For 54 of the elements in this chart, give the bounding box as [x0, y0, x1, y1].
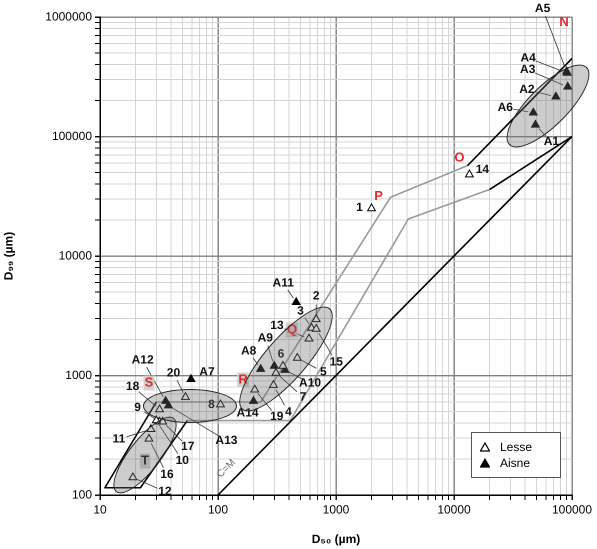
annotation: A13	[215, 432, 238, 447]
annotation: 3	[297, 303, 304, 318]
annotation: 6	[278, 346, 285, 360]
y-axis-title: D₉₉ (µm)	[2, 232, 16, 280]
annotation: 12	[158, 484, 172, 498]
annotation: A3	[520, 62, 536, 76]
y-tick-label: 100000	[52, 128, 92, 143]
annotation: R	[238, 372, 248, 387]
annotation: 18	[126, 378, 140, 393]
annotation: A8	[241, 343, 257, 358]
annotation: A4	[520, 50, 536, 64]
annotation: 9	[134, 400, 142, 414]
annotation: 10	[176, 452, 190, 467]
annotation: O	[454, 149, 465, 164]
annotation: 19	[270, 409, 284, 424]
annotation: A1	[544, 134, 560, 148]
x-tick-label: 100000	[552, 502, 592, 517]
annotation: 5	[320, 364, 327, 378]
annotation: A12	[132, 352, 154, 366]
annotation: N	[559, 14, 569, 30]
annotation: 20	[166, 365, 180, 380]
x-tick-label: 10000	[437, 502, 472, 517]
annotation: A11	[272, 276, 294, 290]
x-tick-label: 10	[93, 502, 107, 517]
annotation: A10	[299, 375, 322, 390]
annotation: A9	[258, 330, 274, 344]
annotation: P	[374, 188, 384, 203]
annotation: A2	[519, 82, 535, 96]
annotation: 8	[208, 396, 216, 411]
annotation: A14	[236, 405, 259, 420]
annotation: 1	[356, 200, 364, 214]
y-tick-label: 1000000	[45, 9, 92, 24]
y-tick-label: 100	[72, 487, 92, 502]
annotation: A6	[498, 100, 514, 114]
annotation: 14	[476, 162, 490, 176]
annotation: 16	[160, 467, 174, 482]
annotation: 2	[312, 288, 320, 303]
annotation: A7	[199, 364, 215, 379]
annotation: 17	[181, 439, 195, 454]
annotation: S	[144, 374, 154, 390]
annotation: T	[141, 452, 150, 468]
annotation: 11	[112, 432, 126, 446]
x-tick-label: 1000	[322, 502, 350, 517]
y-tick-label: 10000	[58, 248, 92, 262]
annotation: A5	[534, 0, 551, 15]
x-tick-label: 100	[208, 502, 228, 517]
legend-label: Aisne	[500, 456, 530, 470]
annotation: 15	[330, 354, 344, 368]
x-axis-title: D₅₀ (µm)	[312, 532, 360, 546]
annotation: 13	[270, 318, 284, 332]
legend-label: Lesse	[500, 440, 532, 454]
y-tick-label: 1000	[65, 368, 92, 382]
annotation: 7	[300, 389, 307, 404]
annotation: 4	[285, 404, 292, 418]
